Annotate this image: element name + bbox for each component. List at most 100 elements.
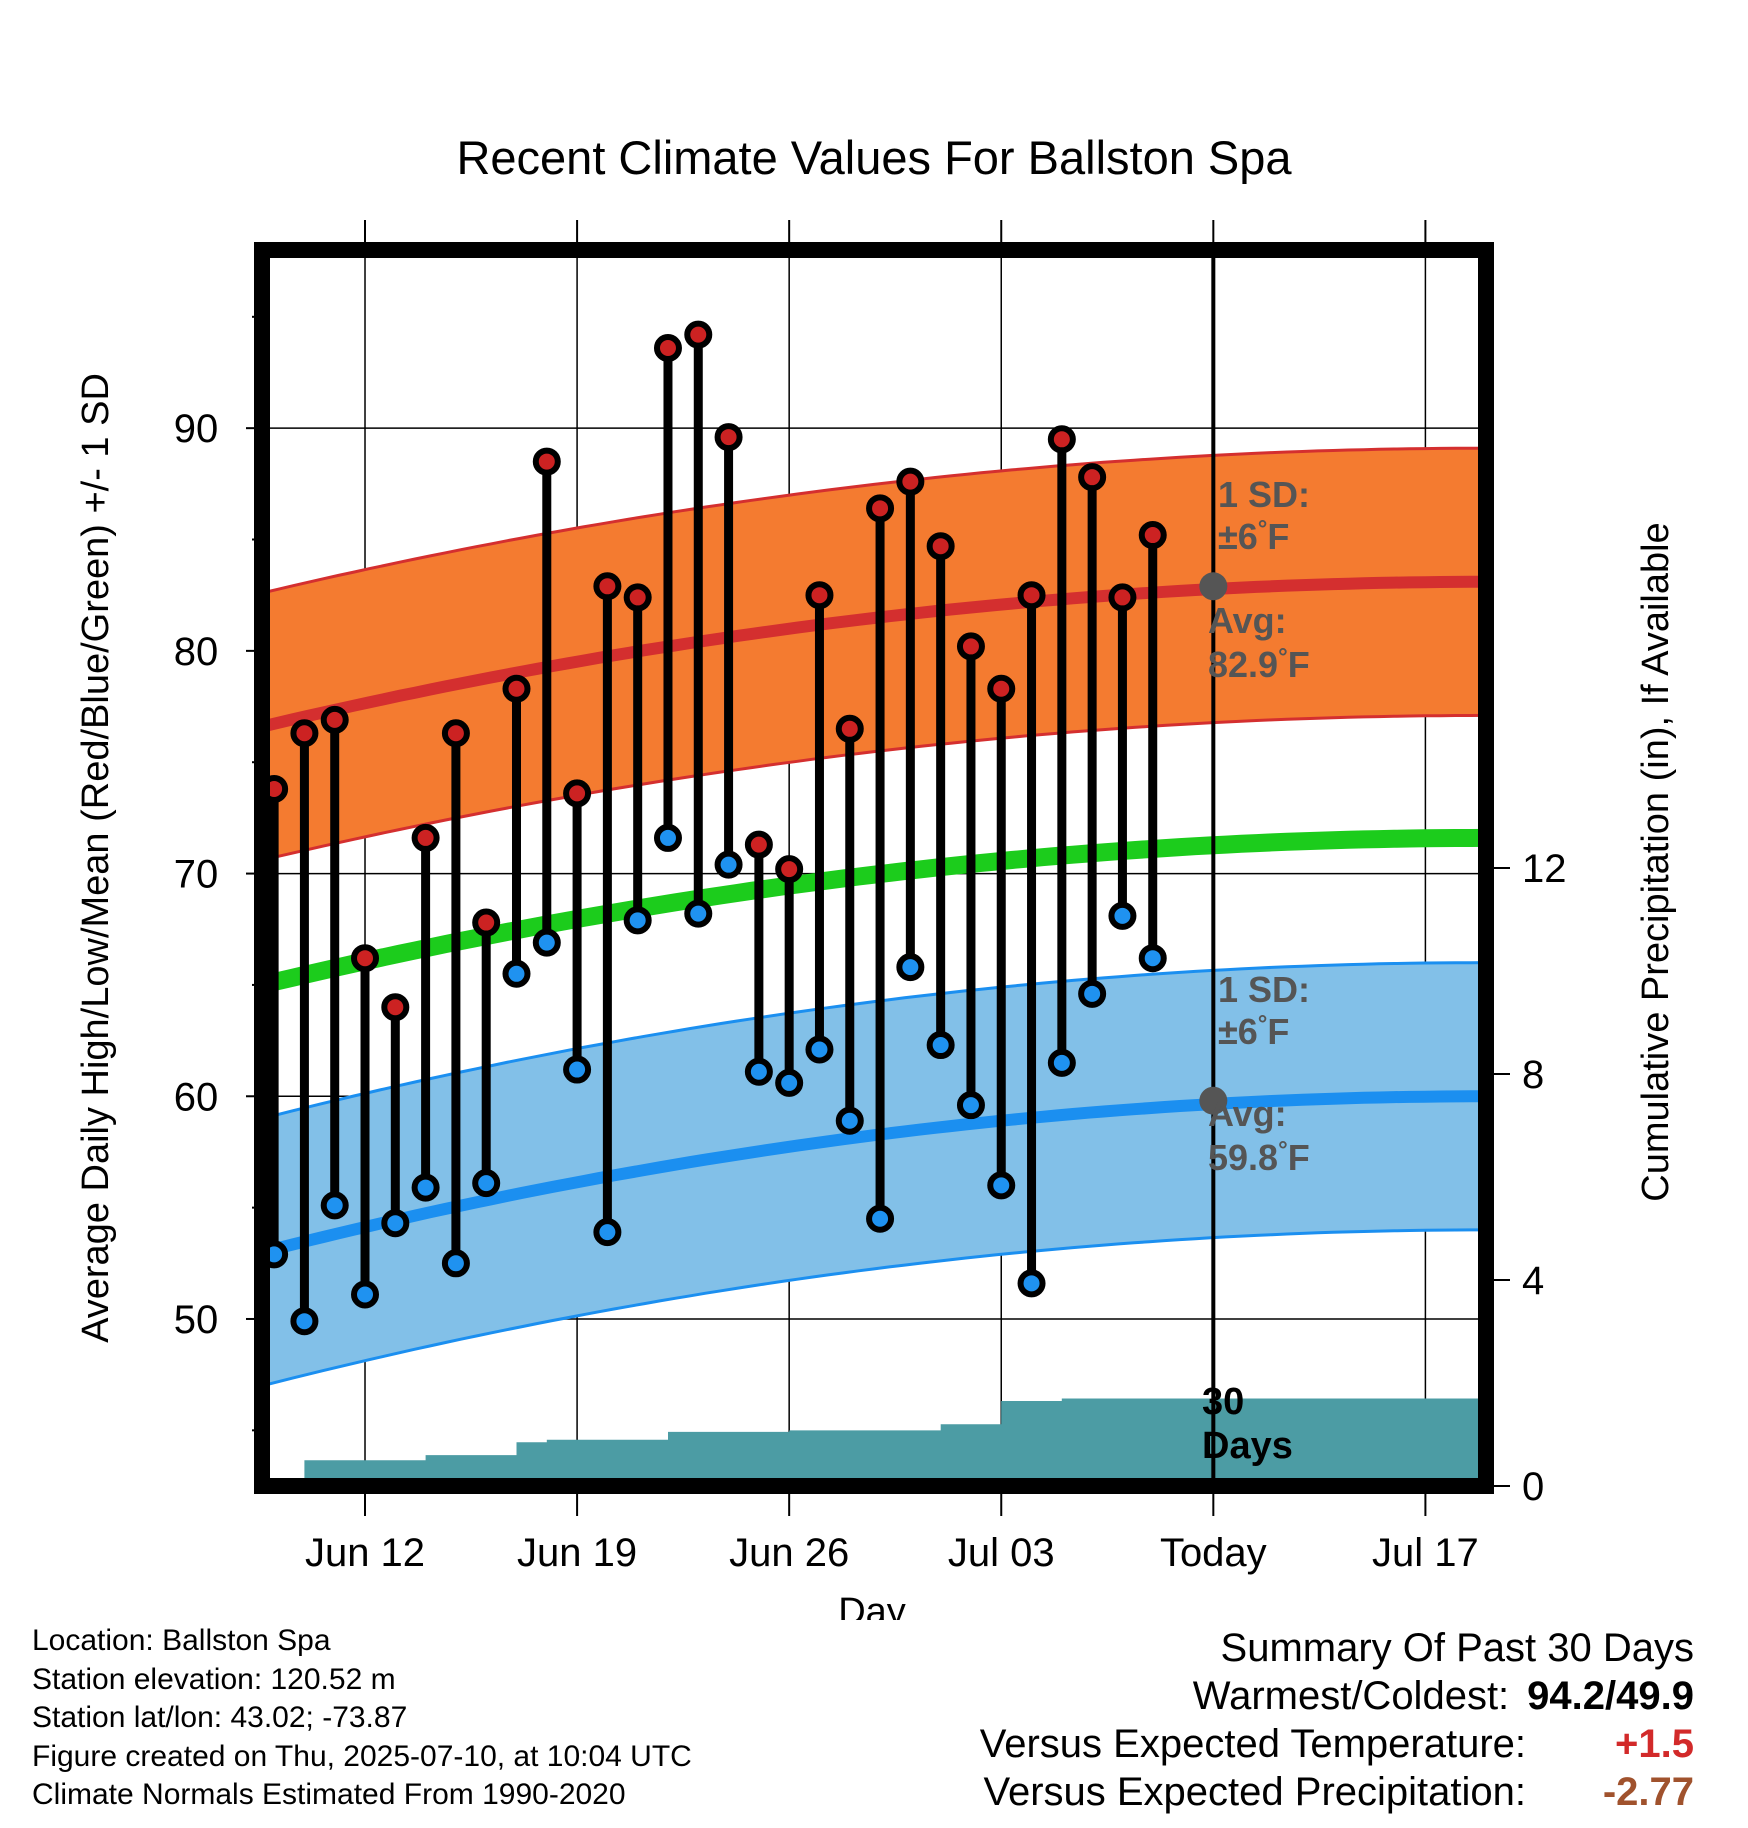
daily-high-point — [1078, 463, 1107, 492]
daily-high-point — [351, 944, 380, 973]
daily-high-point — [744, 830, 773, 859]
daily-high-point — [290, 719, 319, 748]
x-tick-label: Jul 17 — [1372, 1531, 1479, 1575]
precip-label: Versus Expected Precipitation: — [983, 1770, 1526, 1814]
daily-low-point — [866, 1204, 895, 1233]
daily-high-point — [684, 320, 713, 349]
today-normal-low-point — [1199, 1086, 1228, 1115]
summary-warmest-row: Warmest/Coldest: 94.2/49.9 — [980, 1672, 1694, 1720]
x-tick-label: Jun 19 — [517, 1531, 637, 1575]
daily-high-point — [532, 447, 561, 476]
daily-high-point — [835, 714, 864, 743]
daily-high-point — [775, 855, 804, 884]
daily-low-point — [472, 1169, 501, 1198]
daily-high-point — [987, 674, 1016, 703]
y-tick-label: 70 — [174, 853, 219, 897]
daily-low-point — [926, 1031, 955, 1060]
summary-temp-row: Versus Expected Temperature: +1.5 — [980, 1720, 1694, 1768]
y-tick-label: 50 — [174, 1298, 219, 1342]
latlon-text: Station lat/lon: 43.02; -73.87 — [32, 1701, 408, 1734]
daily-low-point — [744, 1057, 773, 1086]
low-sd-label-title: 1 SD: — [1218, 969, 1310, 1010]
low-avg-label-title: Avg: — [1208, 1093, 1287, 1134]
normal-high-line — [260, 575, 1486, 733]
daily-low-point — [441, 1249, 470, 1278]
daily-high-point — [866, 494, 895, 523]
low-sd-label-value: ±6°F — [1218, 1011, 1289, 1052]
warmest-value: 94.2/49.9 — [1527, 1674, 1694, 1718]
daily-low-point — [1078, 979, 1107, 1008]
high-sd-label-value: ±6°F — [1218, 516, 1289, 557]
daily-low-point — [1138, 944, 1167, 973]
daily-low-point — [502, 959, 531, 988]
low-avg-label-value: 59.8°F — [1208, 1137, 1310, 1178]
daily-high-point — [441, 719, 470, 748]
summary-panel: Summary Of Past 30 Days Warmest/Coldest:… — [980, 1624, 1694, 1816]
high-avg-label-title: Avg: — [1208, 600, 1287, 641]
daily-high-point — [956, 632, 985, 661]
y2-axis-label: Cumulative Precipitation (in), If Availa… — [1635, 522, 1677, 1201]
y2-tick-label: 4 — [1522, 1259, 1544, 1303]
high-avg-label-value: 82.9°F — [1208, 644, 1310, 685]
daily-high-point — [896, 467, 925, 496]
daily-low-point — [532, 928, 561, 957]
days-count-label: 30 — [1202, 1381, 1244, 1423]
daily-high-point — [1138, 521, 1167, 550]
y2-tick-label: 0 — [1522, 1465, 1544, 1509]
daily-low-point — [896, 953, 925, 982]
daily-low-point — [351, 1280, 380, 1309]
y-tick-label: 60 — [174, 1075, 219, 1119]
today-normal-high-point — [1199, 572, 1228, 601]
temp-label: Versus Expected Temperature: — [979, 1722, 1526, 1766]
daily-high-point — [381, 993, 410, 1022]
daily-low-point — [956, 1091, 985, 1120]
y-tick-label: 80 — [174, 630, 219, 674]
daily-low-point — [320, 1191, 349, 1220]
normal-lines — [259, 575, 1487, 1259]
elevation-text: Station elevation: 120.52 m — [32, 1662, 396, 1696]
daily-low-point — [563, 1055, 592, 1084]
daily-low-point — [835, 1106, 864, 1135]
daily-dots — [260, 320, 1228, 1336]
daily-high-point — [472, 908, 501, 937]
x-axis-label: Day — [838, 1591, 906, 1620]
low-sd-upper-edge — [261, 961, 1487, 1120]
climate-chart: Recent Climate Values For Ballston Spa 5… — [75, 131, 1677, 1620]
normals-text: Climate Normals Estimated From 1990-2020 — [32, 1778, 626, 1811]
daily-high-point — [714, 423, 743, 452]
x-tick-label: Jul 03 — [948, 1531, 1055, 1575]
summary-precip-row: Versus Expected Precipitation: -2.77 — [980, 1768, 1694, 1816]
daily-high-point — [805, 581, 834, 610]
daily-low-point — [1047, 1048, 1076, 1077]
high-sd-band — [262, 448, 1486, 861]
daily-high-point — [502, 674, 531, 703]
y2-tick-label: 12 — [1522, 847, 1567, 891]
daily-low-point — [1108, 901, 1137, 930]
daily-high-point — [563, 779, 592, 808]
precip-value: -2.77 — [1602, 1770, 1694, 1814]
daily-low-point — [411, 1173, 440, 1202]
summary-title: Summary Of Past 30 Days — [1220, 1626, 1694, 1670]
warmest-label: Warmest/Coldest: — [1192, 1674, 1510, 1718]
high-sd-label-title: 1 SD: — [1218, 474, 1310, 515]
daily-low-point — [684, 899, 713, 928]
x-tick-label: Today — [1160, 1531, 1267, 1575]
daily-high-point — [320, 705, 349, 734]
daily-high-point — [653, 333, 682, 362]
created-text: Figure created on Thu, 2025-07-10, at 10… — [32, 1739, 692, 1773]
daily-low-point — [381, 1209, 410, 1238]
normal-mean-line — [259, 828, 1487, 994]
daily-stems — [269, 334, 1158, 1322]
daily-low-point — [714, 850, 743, 879]
daily-high-point — [593, 572, 622, 601]
days-word-label: Days — [1202, 1425, 1293, 1467]
daily-high-point — [926, 532, 955, 561]
high-sd-upper-edge — [261, 446, 1486, 595]
y2-tick-label: 8 — [1522, 1053, 1544, 1097]
y-axis-label: Average Daily High/Low/Mean (Red/Blue/Gr… — [75, 373, 117, 1343]
daily-low-point — [653, 823, 682, 852]
chart-title: Recent Climate Values For Ballston Spa — [456, 131, 1292, 184]
daily-low-point — [987, 1171, 1016, 1200]
